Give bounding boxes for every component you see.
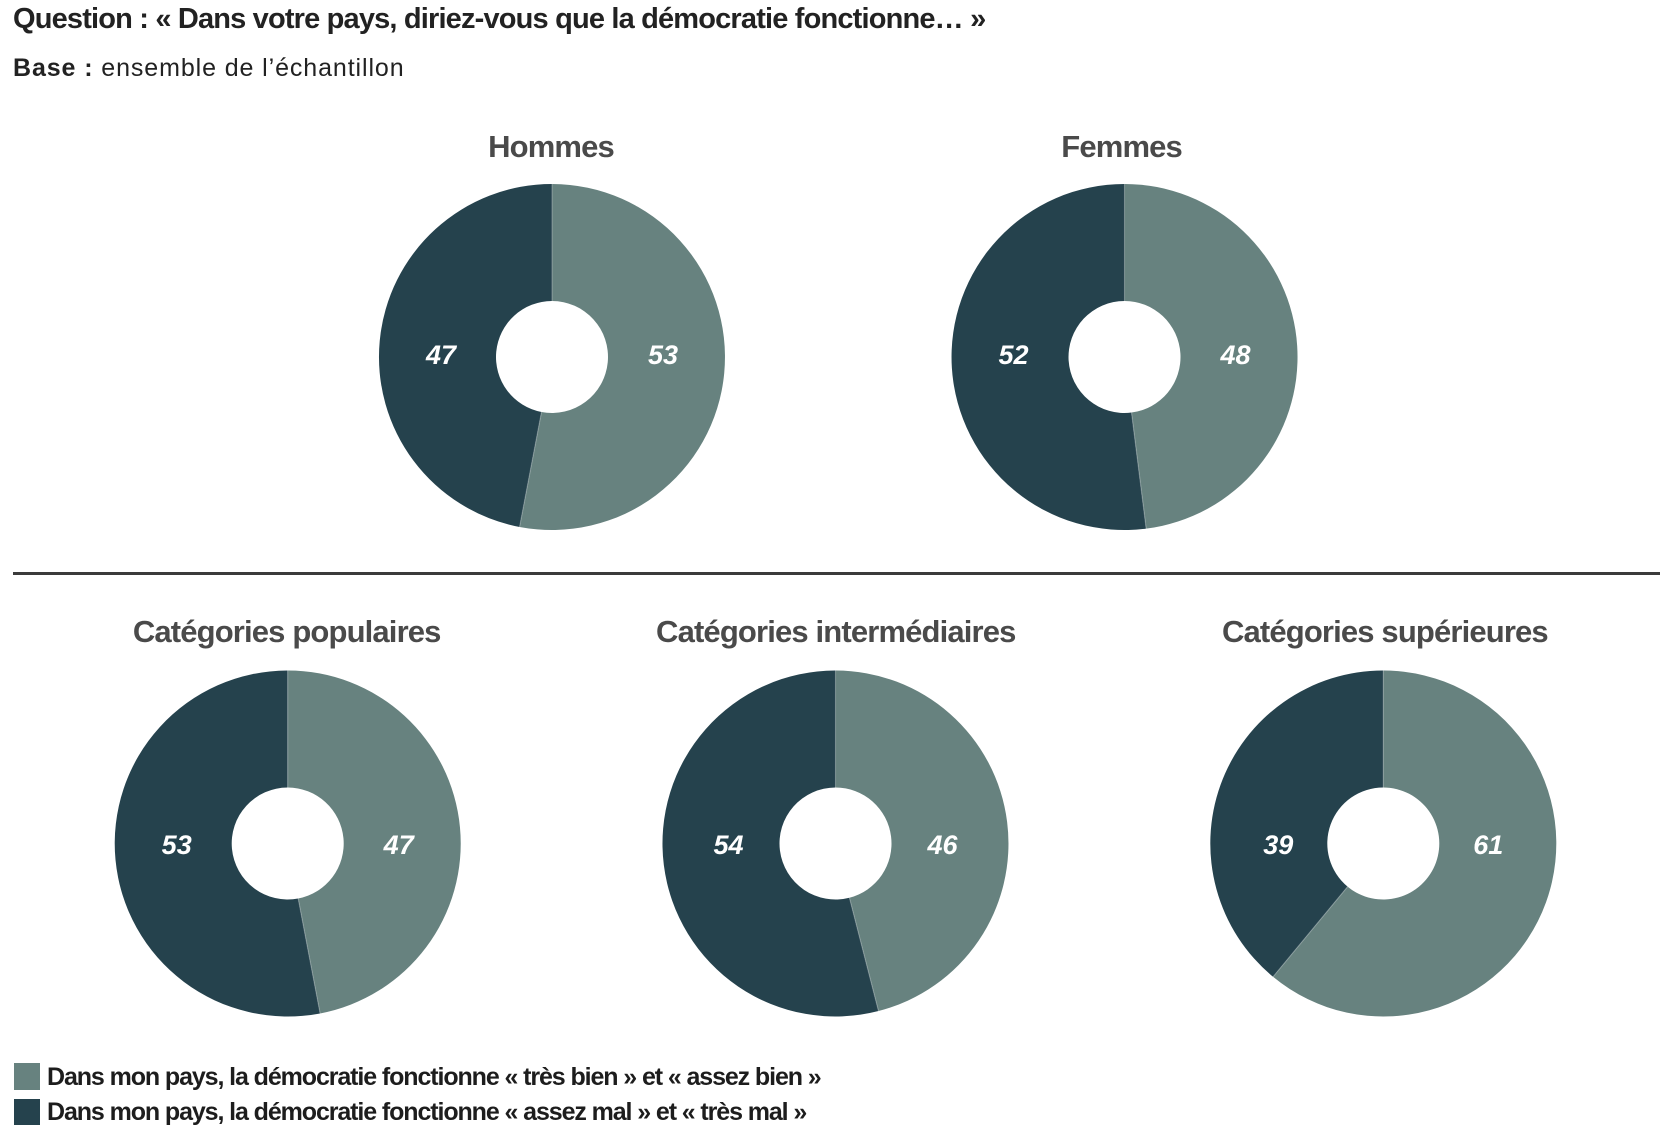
svg-text:61: 61 (1473, 830, 1503, 860)
svg-text:39: 39 (1263, 830, 1293, 860)
svg-text:53: 53 (648, 340, 678, 370)
svg-text:47: 47 (425, 340, 458, 370)
svg-text:46: 46 (926, 830, 958, 860)
svg-text:54: 54 (713, 830, 743, 860)
svg-text:52: 52 (998, 340, 1028, 370)
svg-text:48: 48 (1219, 340, 1250, 370)
svg-text:53: 53 (162, 830, 192, 860)
svg-text:47: 47 (383, 830, 416, 860)
